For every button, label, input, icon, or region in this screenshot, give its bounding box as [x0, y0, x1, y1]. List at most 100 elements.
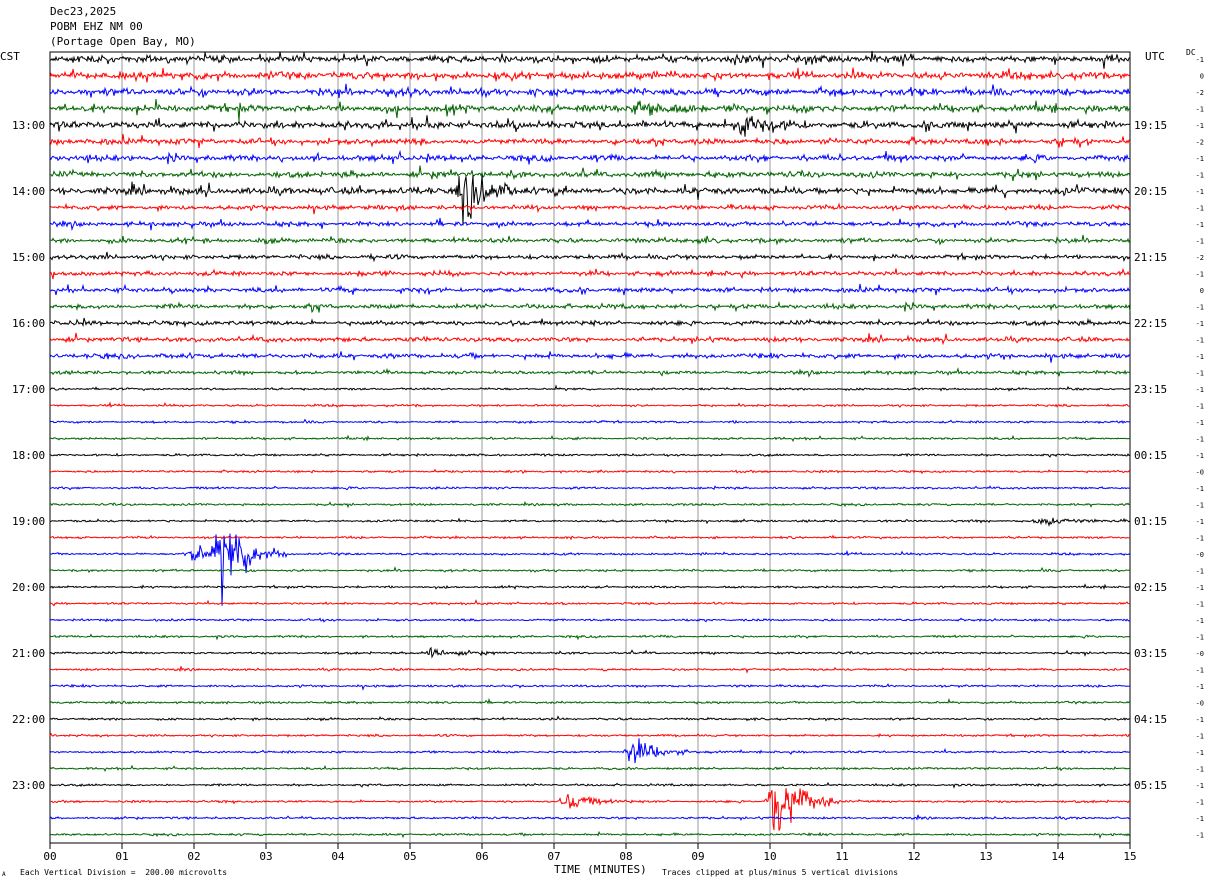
trace-39: [49, 697, 1131, 705]
trace-38: [49, 683, 1131, 691]
utc-time-label: 01:15: [1134, 515, 1167, 528]
trace-13: [49, 267, 1131, 280]
x-tick-label: 05: [403, 850, 416, 863]
dc-offset-label: -1: [1196, 419, 1204, 427]
trace-32: [49, 583, 1131, 590]
trace-4: [49, 115, 1131, 137]
trace-12: [49, 251, 1131, 263]
trace-47: [49, 830, 1131, 840]
dc-offset-label: -1: [1196, 634, 1204, 642]
x-tick-label: 03: [259, 850, 272, 863]
cst-time-label: 14:00: [12, 185, 45, 198]
dc-offset-label: 0: [1200, 287, 1204, 295]
trace-23: [49, 434, 1131, 443]
dc-offset-label: -0: [1196, 700, 1204, 708]
cst-zone-label: CST: [0, 50, 20, 63]
trace-8: [49, 175, 1131, 226]
cst-time-label: 20:00: [12, 581, 45, 594]
trace-40: [49, 715, 1131, 722]
trace-46: [49, 814, 1131, 821]
dc-column-label: DC: [1186, 48, 1196, 57]
dc-offset-label: -1: [1196, 155, 1204, 163]
trace-7: [50, 165, 1131, 182]
cst-time-label: 15:00: [12, 251, 45, 264]
dc-offset-label: -1: [1196, 221, 1204, 229]
trace-18: [49, 351, 1131, 363]
dc-offset-label: -1: [1196, 584, 1204, 592]
x-tick-label: 10: [763, 850, 776, 863]
dc-offset-label: -1: [1196, 667, 1204, 675]
utc-zone-label: UTC: [1145, 50, 1165, 63]
trace-2: [49, 83, 1131, 99]
dc-offset-label: -1: [1196, 172, 1204, 180]
trace-35: [49, 633, 1131, 641]
dc-offset-label: -1: [1196, 238, 1204, 246]
cst-time-label: 21:00: [12, 647, 45, 660]
dc-offset-label: -0: [1196, 469, 1204, 477]
x-tick-label: 04: [331, 850, 345, 863]
dc-offset-label: -1: [1196, 353, 1204, 361]
dc-offset-label: -1: [1196, 815, 1204, 823]
utc-time-label: 23:15: [1134, 383, 1167, 396]
cst-time-label: 19:00: [12, 515, 45, 528]
cst-time-label: 17:00: [12, 383, 45, 396]
dc-offset-label: -1: [1196, 436, 1204, 444]
trace-14: [49, 283, 1131, 296]
dc-offset-label: -1: [1196, 749, 1204, 757]
trace-0: [50, 50, 1131, 69]
utc-time-label: 02:15: [1134, 581, 1167, 594]
dc-offset-label: -1: [1196, 452, 1204, 460]
trace-34: [49, 617, 1131, 623]
x-tick-label: 06: [475, 850, 488, 863]
station-location: (Portage Open Bay, MO): [50, 35, 196, 48]
dc-offset-label: -2: [1196, 89, 1204, 97]
dc-offset-label: -1: [1196, 403, 1204, 411]
dc-offset-label: -1: [1196, 535, 1204, 543]
plot-frame: [49, 51, 1131, 844]
cst-time-label: 16:00: [12, 317, 45, 330]
dc-offset-label: -1: [1196, 304, 1204, 312]
dc-offset-label: -0: [1196, 551, 1204, 559]
x-tick-label: 11: [835, 850, 848, 863]
trace-9: [49, 202, 1131, 215]
corner-mark: A: [2, 871, 6, 878]
x-tick-label: 12: [907, 850, 920, 863]
dc-offset-label: -1: [1196, 188, 1204, 196]
trace-37: [49, 666, 1131, 674]
dc-offset-label: -1: [1196, 518, 1204, 526]
trace-44: [49, 781, 1131, 789]
dc-offset-label: -1: [1196, 601, 1204, 609]
trace-3: [49, 99, 1131, 122]
dc-offset-label: -1: [1196, 485, 1204, 493]
trace-10: [49, 217, 1131, 232]
trace-17: [49, 332, 1131, 346]
dc-offset-label: -1: [1196, 782, 1204, 790]
dc-offset-label: -1: [1196, 386, 1204, 394]
dc-offset-label: -0: [1196, 650, 1204, 658]
dc-offset-label: -1: [1196, 205, 1204, 213]
utc-time-label: 03:15: [1134, 647, 1167, 660]
trace-29: [49, 534, 1131, 541]
x-tick-label: 08: [619, 850, 632, 863]
dc-offset-label: -2: [1196, 139, 1204, 147]
utc-time-label: 05:15: [1134, 779, 1167, 792]
dc-offset-label: -1: [1196, 766, 1204, 774]
clip-note: Traces clipped at plus/minus 5 vertical …: [662, 868, 899, 877]
dc-offset-label: -1: [1196, 683, 1204, 691]
station-code: POBM EHZ NM 00: [50, 20, 143, 33]
x-tick-label: 01: [115, 850, 128, 863]
dc-offset-label: -1: [1196, 502, 1204, 510]
x-tick-label: 15: [1123, 850, 1136, 863]
trace-24: [49, 452, 1131, 458]
utc-time-label: 21:15: [1134, 251, 1167, 264]
trace-41: [49, 732, 1131, 739]
x-tick-label: 00: [43, 850, 56, 863]
dc-offset-label: -1: [1196, 320, 1204, 328]
trace-26: [49, 485, 1131, 491]
x-tick-label: 07: [547, 850, 560, 863]
dc-offset-label: -1: [1196, 122, 1204, 130]
trace-11: [50, 234, 1131, 246]
trace-21: [49, 401, 1131, 408]
dc-offset-label: -2: [1196, 254, 1204, 262]
utc-time-label: 19:15: [1134, 119, 1167, 132]
